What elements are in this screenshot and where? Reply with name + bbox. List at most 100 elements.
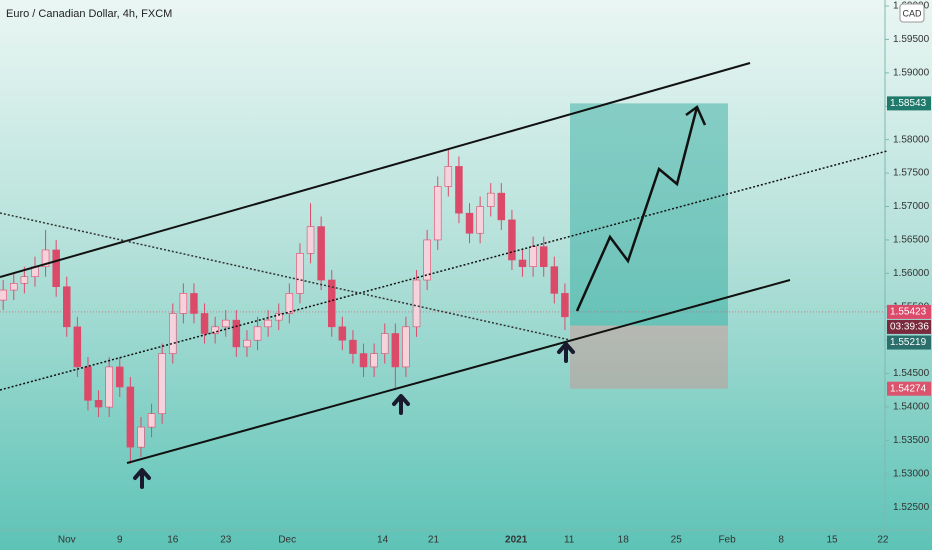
up-arrow — [557, 342, 575, 363]
candle-body — [423, 239, 431, 281]
candle-body — [444, 166, 453, 187]
candle-body — [222, 319, 230, 328]
candle-body — [232, 319, 241, 348]
candle-body — [63, 286, 71, 328]
price-label: 1.54274 — [890, 383, 927, 394]
x-tick-label: 22 — [877, 535, 889, 546]
candle-body — [391, 333, 400, 368]
candle-body — [306, 226, 315, 254]
candle-body — [84, 366, 92, 401]
x-tick-label: 23 — [220, 535, 232, 546]
candle-body — [190, 293, 198, 314]
y-tick-label: 1.54500 — [893, 368, 930, 379]
candle-body — [264, 319, 272, 328]
up-arrow — [133, 468, 151, 489]
candle-body — [94, 400, 103, 408]
candle-body — [455, 166, 463, 214]
y-tick-label: 1.57000 — [893, 201, 930, 212]
candle-body — [0, 289, 7, 301]
candle-body — [349, 339, 357, 354]
y-tick-label: 1.53000 — [893, 468, 930, 479]
candle-body — [561, 293, 569, 318]
chart-title: Euro / Canadian Dollar, 4h, FXCM — [6, 8, 172, 20]
candle-body — [253, 326, 262, 341]
countdown-box — [887, 319, 931, 334]
candle-body — [380, 333, 389, 354]
price-label: 1.58543 — [890, 98, 927, 109]
candle-body — [465, 212, 474, 234]
candle-body — [41, 249, 50, 267]
x-tick-label: Feb — [718, 535, 736, 546]
candle-body — [338, 326, 347, 341]
candle-body — [147, 413, 156, 428]
x-tick-label: Nov — [58, 535, 76, 546]
candle-body — [476, 206, 484, 234]
candle-body — [550, 266, 559, 294]
candle-body — [402, 326, 410, 368]
candle-body — [200, 313, 209, 334]
plot — [0, 103, 885, 464]
candle-body — [137, 426, 145, 448]
x-tick-label: 14 — [377, 535, 389, 546]
x-tick-label: 8 — [778, 535, 784, 546]
candle-body — [169, 313, 177, 354]
y-tick-label: 1.59500 — [893, 34, 930, 45]
candle-body — [518, 259, 527, 267]
lower-channel-line — [126, 279, 791, 464]
y-tick-label: 1.56500 — [893, 235, 930, 246]
price-label: 1.55219 — [890, 337, 927, 348]
currency: CAD — [902, 8, 922, 18]
y-tick-label: 1.56000 — [893, 268, 930, 279]
y-tick-label: 1.53500 — [893, 435, 930, 446]
x-tick-label: 18 — [618, 535, 630, 546]
price-label-box — [887, 304, 931, 319]
x-tick-label: 9 — [117, 535, 123, 546]
y-tick-label: 1.59000 — [893, 67, 930, 78]
projection-path — [575, 106, 699, 312]
price-label: 1.55423 — [890, 307, 927, 318]
candle-body — [539, 246, 548, 267]
y-tick-label: 1.58000 — [893, 134, 930, 145]
candle-body — [73, 326, 82, 368]
candle-body — [116, 366, 124, 388]
candle-body — [20, 276, 29, 284]
candle-body — [285, 293, 294, 314]
candle-body — [412, 279, 421, 328]
candle-body — [529, 246, 537, 267]
drawings — [0, 62, 888, 489]
currency-badge — [899, 3, 925, 23]
price-label-box — [887, 335, 931, 350]
descending-line — [0, 212, 571, 341]
candle-body — [359, 353, 368, 368]
candle-body — [317, 226, 325, 281]
x-tick-label: 11 — [564, 535, 575, 546]
y-tick-label: 1.54000 — [893, 402, 930, 413]
candle-body — [126, 386, 135, 448]
candle-body — [211, 326, 219, 334]
candle-body — [243, 339, 251, 348]
stop-zone — [570, 325, 728, 389]
candle-body — [10, 283, 18, 291]
candle-body — [179, 293, 188, 314]
x-tick-label: 15 — [826, 535, 838, 546]
x-tick-label: 2021 — [505, 535, 528, 546]
candle-body — [486, 192, 495, 207]
candle-body — [105, 366, 113, 408]
price-label-box — [887, 381, 931, 396]
candle-body — [158, 353, 166, 415]
candle-body — [275, 313, 283, 321]
x-tick-label: Dec — [278, 535, 296, 546]
x-tick-label: 16 — [167, 535, 179, 546]
price-label-box — [887, 96, 931, 111]
x-tick-label: 25 — [671, 535, 683, 546]
candle-body — [52, 249, 60, 288]
axes: 1.525001.530001.535001.540001.545001.550… — [58, 1, 931, 546]
y-tick-label: 1.52500 — [893, 502, 930, 513]
countdown: 03:39:36 — [890, 322, 929, 333]
candle-body — [296, 253, 304, 294]
middle-channel-line — [0, 150, 888, 391]
x-tick-label: 21 — [428, 535, 440, 546]
candle-body — [370, 353, 378, 368]
